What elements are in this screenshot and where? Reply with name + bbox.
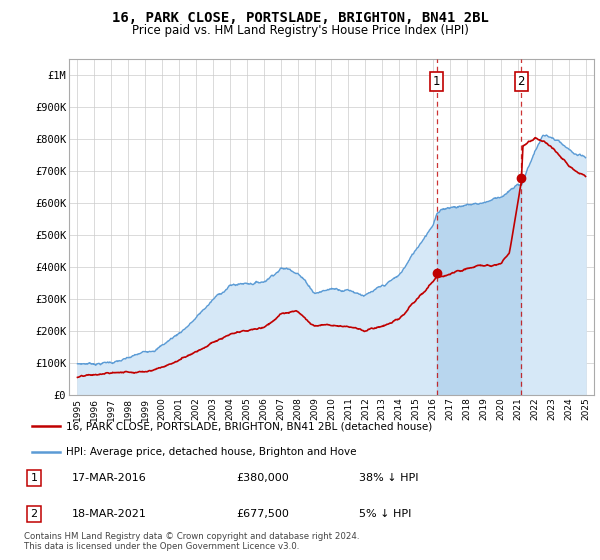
Text: 16, PARK CLOSE, PORTSLADE, BRIGHTON, BN41 2BL (detached house): 16, PARK CLOSE, PORTSLADE, BRIGHTON, BN4… bbox=[66, 421, 432, 431]
Text: Contains HM Land Registry data © Crown copyright and database right 2024.
This d: Contains HM Land Registry data © Crown c… bbox=[24, 532, 359, 552]
Text: 18-MAR-2021: 18-MAR-2021 bbox=[71, 509, 146, 519]
Text: 16, PARK CLOSE, PORTSLADE, BRIGHTON, BN41 2BL: 16, PARK CLOSE, PORTSLADE, BRIGHTON, BN4… bbox=[112, 11, 488, 25]
Text: 17-MAR-2016: 17-MAR-2016 bbox=[71, 473, 146, 483]
Text: £380,000: £380,000 bbox=[236, 473, 289, 483]
Text: HPI: Average price, detached house, Brighton and Hove: HPI: Average price, detached house, Brig… bbox=[66, 446, 356, 456]
Text: 2: 2 bbox=[518, 74, 525, 88]
Text: Price paid vs. HM Land Registry's House Price Index (HPI): Price paid vs. HM Land Registry's House … bbox=[131, 24, 469, 36]
Text: 1: 1 bbox=[433, 74, 440, 88]
Text: 38% ↓ HPI: 38% ↓ HPI bbox=[359, 473, 418, 483]
Text: £677,500: £677,500 bbox=[236, 509, 289, 519]
Text: 1: 1 bbox=[31, 473, 38, 483]
Text: 2: 2 bbox=[31, 509, 38, 519]
Text: 5% ↓ HPI: 5% ↓ HPI bbox=[359, 509, 411, 519]
